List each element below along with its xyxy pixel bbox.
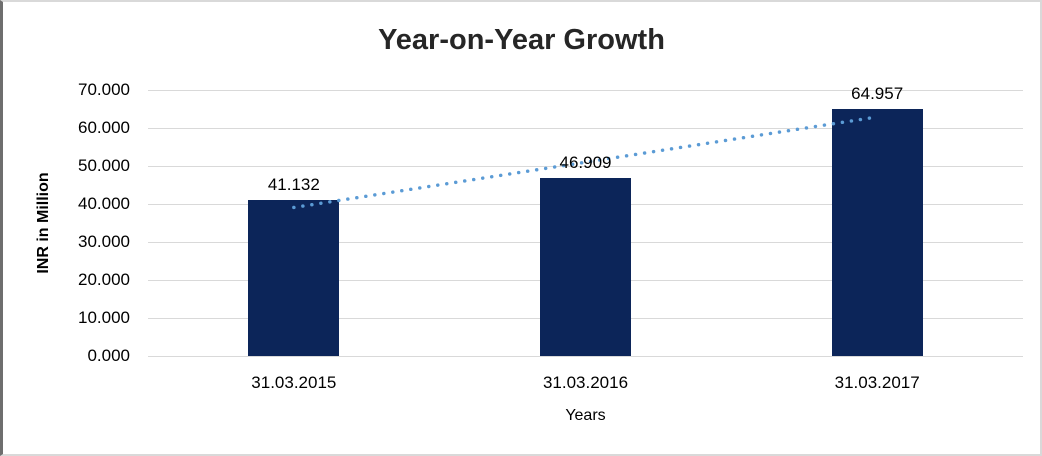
- y-axis-title: INR in Million: [35, 172, 52, 274]
- bar-data-label: 41.132: [267, 174, 320, 194]
- y-axis-tick-label: 60.000: [78, 118, 130, 137]
- y-axis-tick-label: 10.000: [78, 308, 130, 327]
- chart-title: Year-on-Year Growth: [378, 24, 665, 56]
- x-axis-tick-label: 31.03.2017: [834, 373, 920, 392]
- y-axis-tick-label: 0.000: [87, 346, 130, 365]
- bar: [831, 109, 923, 356]
- bar: [248, 199, 340, 356]
- y-axis-tick-label: 70.000: [78, 80, 130, 99]
- gridline: [148, 90, 1023, 91]
- y-axis-tick-label: 20.000: [78, 270, 130, 289]
- x-axis-tick-label: 31.03.2015: [251, 373, 337, 392]
- gridline: [148, 356, 1023, 357]
- y-axis-tick-label: 40.000: [78, 194, 130, 213]
- bar-data-label: 46.909: [559, 152, 612, 172]
- x-axis-title: Years: [565, 407, 606, 424]
- x-axis-tick-label: 31.03.2016: [542, 373, 629, 392]
- bar-data-label: 64.957: [851, 84, 904, 104]
- y-axis-tick-label: 50.000: [78, 156, 130, 175]
- bar: [540, 177, 631, 356]
- y-axis-tick-label: 30.000: [78, 232, 130, 251]
